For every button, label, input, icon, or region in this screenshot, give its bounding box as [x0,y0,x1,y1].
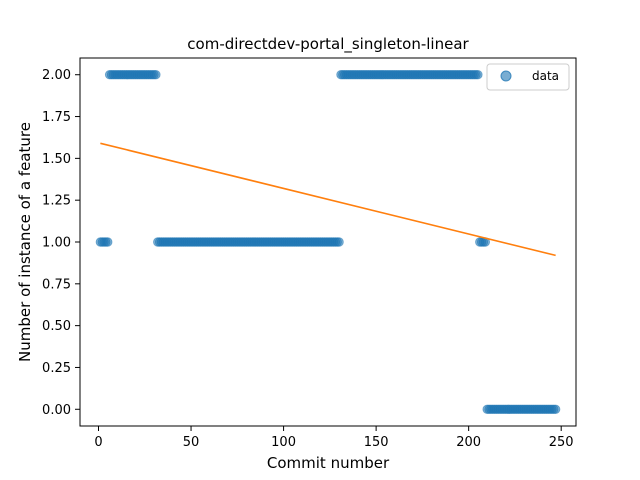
data-point [550,404,561,414]
data-point [151,70,161,80]
legend-label-data: data [532,69,559,83]
data-point [473,70,483,80]
ticks: 0 50 100 150 200 250 0.00 0.25 0.50 0.75 1.00 1.25 1… [42,68,574,450]
plot-area [95,70,561,414]
x-tick-label: 0 [94,435,102,450]
y-tick-label: 1.75 [42,110,71,125]
legend-marker [500,70,512,82]
y-tick-label: 2.00 [42,68,71,83]
fit-line [100,142,556,257]
y-tick-label: 1.25 [42,194,71,209]
y-tick-label: 1.50 [42,152,71,167]
y-tick-label: 1.00 [42,236,71,251]
chart-title: com-directdev-portal_singleton-linear [187,35,469,54]
data-point [103,237,113,247]
y-tick-label: 0.75 [42,277,71,292]
y-axis-label: Number of instance of a feature [16,122,34,362]
legend: data [486,63,570,91]
legend-box [486,63,570,91]
data-point [334,237,344,247]
x-tick-label: 100 [271,435,296,450]
x-axis-label: Commit number [267,454,390,472]
y-tick-label: 0.25 [42,361,71,376]
x-tick-label: 150 [364,435,389,450]
y-tick-label: 0.50 [42,319,71,334]
x-tick-label: 50 [183,435,200,450]
x-tick-label: 250 [549,435,574,450]
y-tick-label: 0.00 [42,403,71,418]
x-tick-label: 200 [456,435,481,450]
